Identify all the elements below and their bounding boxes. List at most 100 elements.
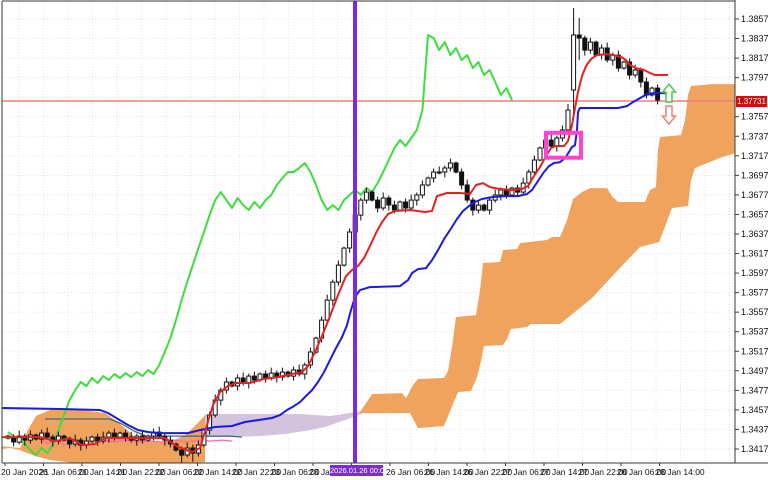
candle [106,432,112,438]
grid [2,1,735,463]
time-tick-label: 26 Jan 06:00 [386,467,435,477]
candle [414,194,420,201]
kijun-sen-line [2,92,672,435]
candle [347,231,353,249]
price-tick-label: 1.37370 [741,131,768,141]
plot-area[interactable] [0,1,768,464]
candle [251,375,257,381]
time-tick-label: 27 Jan 22:00 [579,467,628,477]
candle [324,299,330,321]
time-tick-label: 22 Jan 22:00 [232,467,281,477]
candle [459,171,465,186]
candle [442,167,448,173]
price-tick-label: 1.34170 [741,444,768,454]
candle [587,41,593,51]
candle [436,171,442,174]
candle [498,189,504,196]
price-tick-label: 1.38370 [741,34,768,44]
price-tick-label: 1.36970 [741,170,768,180]
candle [67,439,73,445]
candle [431,171,437,179]
candle [44,432,50,438]
time-tick-label: 28 Jan 14:00 [656,467,705,477]
time-tick-label: 21 Jan 06:00 [40,467,89,477]
candle [391,204,397,211]
ichimoku-cloud-thistle [205,411,362,438]
price-tick-label: 1.34970 [741,366,768,376]
candle [11,437,17,443]
candle [425,177,431,186]
candle [548,139,554,147]
price-tick-label: 1.35170 [741,346,768,356]
candle [531,159,537,173]
time-tick-label: 20 Jan 2026 [1,467,48,477]
price-tick-label: 1.35370 [741,327,768,337]
candle [123,432,129,438]
candle [375,199,381,209]
price-tick-label: 1.36370 [741,229,768,239]
candle [330,281,336,301]
candle [453,162,459,173]
candle [89,436,95,442]
candle [649,87,655,96]
candle [386,197,392,206]
time-tick-label: 27 Jan 06:00 [502,467,551,477]
price-tick-label: 1.35570 [741,307,768,317]
chikou-span-line [7,34,513,456]
current-price-label: 1.37731 [736,96,767,107]
price-axis: 1.38570 1.38370 1.38170 1.37970 1.37570 1.373… [735,14,768,454]
candle [95,436,101,442]
candle [358,199,364,216]
candle [419,184,425,196]
tenkan-sen-line [2,53,668,453]
time-tick-label: 23 Jan 06:00 [271,467,320,477]
candle [369,191,375,201]
price-tick-label: 1.36570 [741,209,768,219]
candle [464,184,470,201]
candle [481,204,487,211]
buy-arrow-icon[interactable] [660,82,678,103]
time-tick-label: 26 Jan 22:00 [463,467,512,477]
time-tick-label: 22 Jan 06:00 [155,467,204,477]
candle [475,204,481,211]
ichimoku-cloud-right [360,84,735,429]
candle [565,109,571,131]
candle [509,187,515,196]
candle [632,69,638,76]
candle [627,61,633,76]
price-tick-label: 1.35770 [741,288,768,298]
time-tick-label: 27 Jan 14:00 [540,467,589,477]
pink-ma-line [39,437,233,447]
price-tick-label: 1.37970 [741,73,768,83]
candle [341,247,347,266]
candle [593,41,599,56]
price-tick-label: 1.34570 [741,405,768,415]
candle [571,34,577,91]
price-tick-label: 1.36170 [741,249,768,259]
price-tick-label: 1.38570 [741,14,768,24]
price-tick-label: 1.35970 [741,268,768,278]
candle [554,137,560,147]
time-tick-label: 21 Jan 14:00 [78,467,127,477]
price-tick-label: 1.36770 [741,190,768,200]
candle [117,432,123,438]
highlight-rectangle[interactable] [544,130,583,160]
candle [621,61,627,69]
candle [263,373,269,379]
candle [403,201,409,209]
candle [638,69,644,83]
candle [447,162,453,169]
candle [397,201,403,211]
teal-ma-line [45,418,243,438]
time-tick-label: 28 Jan 06:00 [617,467,666,477]
candle [363,191,369,201]
price-tick-label: 1.38170 [741,53,768,63]
sell-arrow-icon[interactable] [660,105,678,126]
candle [111,432,117,438]
candle [487,199,493,211]
candle [537,147,543,161]
time-tick-label: 26 Jan 14:00 [425,467,474,477]
price-tick-label: 1.34770 [741,385,768,395]
